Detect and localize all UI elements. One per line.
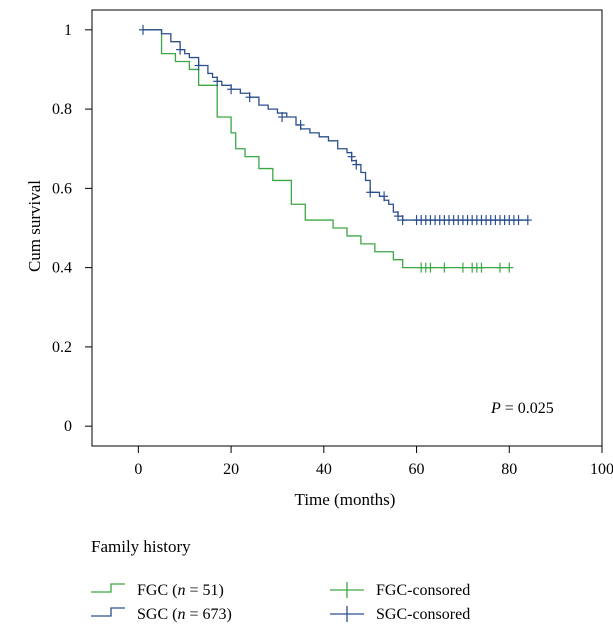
censor-mark-sgc xyxy=(347,151,356,162)
censor-mark-sgc xyxy=(366,187,375,198)
censor-mark-fgc xyxy=(440,262,449,273)
y-tick-label: 0.4 xyxy=(52,260,72,277)
censor-mark-sgc xyxy=(176,44,185,55)
censor-mark-sgc xyxy=(514,215,523,226)
series-line-fgc xyxy=(143,29,510,269)
legend-step-swatch xyxy=(91,607,125,617)
plot-border xyxy=(91,9,603,447)
legend-item: SGC-consored xyxy=(330,606,470,623)
x-tick-label: 0 xyxy=(134,461,142,478)
y-tick-label: 0.2 xyxy=(52,339,72,356)
p-value-annotation: P = 0.025 xyxy=(490,400,554,417)
censor-layer xyxy=(139,24,532,273)
x-tick-label: 60 xyxy=(409,461,425,478)
y-tick-label: 0 xyxy=(64,418,72,435)
y-tick-label: 1 xyxy=(64,22,72,39)
series-line-sgc xyxy=(143,29,528,221)
censor-mark-fgc xyxy=(477,262,486,273)
x-axis-title: Time (months) xyxy=(295,490,396,509)
plot-frame xyxy=(91,9,603,447)
censor-mark-fgc xyxy=(496,262,504,273)
y-tick-label: 0.6 xyxy=(52,180,72,197)
censor-mark-sgc xyxy=(380,191,389,202)
p-value-prefix: P xyxy=(490,400,501,417)
legend-step-swatch xyxy=(91,583,125,593)
censor-mark-sgc xyxy=(352,159,361,170)
x-tick-label: 80 xyxy=(501,461,517,478)
censor-mark-fgc xyxy=(458,262,467,273)
legend: FGC (n = 51) SGC (n = 673) FGC-consored SGC… xyxy=(91,582,470,623)
legend-item: FGC-consored xyxy=(330,582,470,599)
censor-mark-fgc xyxy=(426,262,435,273)
x-tick-label: 40 xyxy=(316,461,332,478)
censor-mark-sgc xyxy=(213,76,222,87)
legend-item: SGC (n = 673) xyxy=(91,606,232,623)
x-tick-label: 20 xyxy=(223,461,239,478)
censor-mark-sgc xyxy=(394,211,402,222)
axis-ticks: 0 20 40 60 80 100 0 0.2 0.4 0.6 0.8 1 xyxy=(52,22,613,478)
censor-mark-sgc xyxy=(245,92,254,103)
censor-mark-sgc xyxy=(194,60,203,71)
legend-label: SGC (n = 673) xyxy=(137,606,232,623)
x-tick-label: 100 xyxy=(590,461,613,478)
legend-label: SGC-consored xyxy=(376,606,470,623)
legend-item: FGC (n = 51) xyxy=(91,582,224,599)
censor-mark-sgc xyxy=(139,24,147,35)
censor-mark-sgc xyxy=(398,215,407,226)
censor-mark-sgc xyxy=(227,84,236,95)
censor-mark-sgc xyxy=(296,119,305,130)
y-axis-title: Cum survival xyxy=(25,180,44,272)
legend-title: Family history xyxy=(91,537,191,556)
censor-mark-sgc xyxy=(523,215,532,226)
y-tick-label: 0.8 xyxy=(52,101,72,118)
censor-mark-fgc xyxy=(505,262,514,273)
legend-label: FGC (n = 51) xyxy=(137,582,224,599)
censor-mark-sgc xyxy=(278,112,287,123)
legend-label: FGC-consored xyxy=(376,582,470,599)
p-value-text: = 0.025 xyxy=(501,400,554,417)
